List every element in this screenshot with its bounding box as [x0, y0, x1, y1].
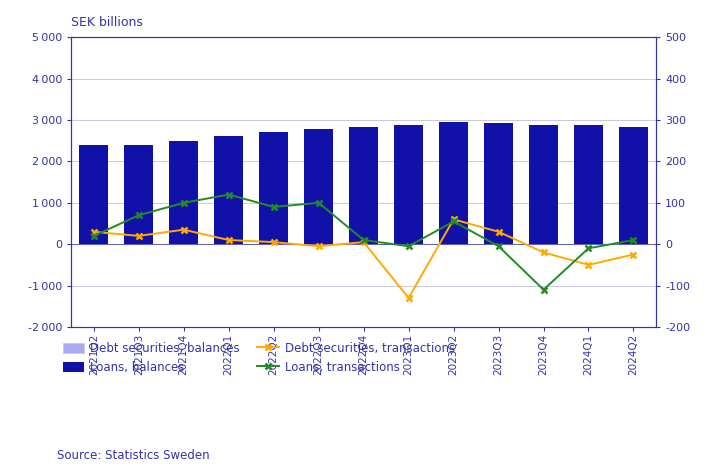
Text: SEK billions: SEK billions: [71, 16, 143, 28]
Bar: [79, 145, 108, 244]
Bar: [394, 184, 424, 244]
Bar: [574, 185, 603, 244]
Bar: [169, 141, 198, 244]
Bar: [529, 184, 558, 244]
Bar: [124, 182, 153, 244]
Bar: [574, 126, 603, 244]
Bar: [124, 145, 153, 244]
Bar: [529, 125, 558, 244]
Bar: [349, 184, 378, 244]
Bar: [619, 127, 648, 244]
Bar: [484, 123, 513, 244]
Bar: [214, 180, 243, 244]
Bar: [439, 122, 468, 244]
Bar: [79, 183, 108, 244]
Bar: [214, 136, 243, 244]
Bar: [439, 184, 468, 244]
Bar: [619, 184, 648, 244]
Bar: [484, 184, 513, 244]
Text: Source: Statistics Sweden: Source: Statistics Sweden: [57, 449, 210, 462]
Bar: [259, 183, 288, 244]
Bar: [259, 133, 288, 244]
Bar: [394, 125, 424, 244]
Bar: [349, 127, 378, 244]
Bar: [304, 183, 333, 244]
Legend: Debt securities, balances, Loans, balances, Debt securities, transactions, Loans: Debt securities, balances, Loans, balanc…: [63, 342, 455, 374]
Bar: [169, 180, 198, 244]
Bar: [304, 129, 333, 244]
